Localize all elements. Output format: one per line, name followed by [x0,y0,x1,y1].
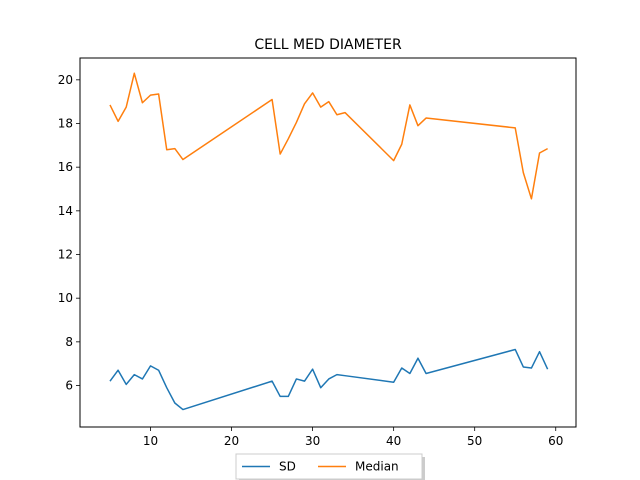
y-tick-label: 14 [58,204,73,218]
x-axis: 10 20 30 40 50 60 [143,427,563,448]
y-tick-label: 6 [65,379,73,393]
legend-label-median: Median [355,460,399,474]
y-tick-label: 18 [58,117,73,131]
x-tick-label: 50 [467,434,482,448]
x-tick-label: 30 [305,434,320,448]
chart-title: CELL MED DIAMETER [254,37,402,53]
y-tick-label: 8 [65,335,73,349]
x-tick-label: 20 [224,434,239,448]
series-line-sd [109,348,549,411]
y-axis: 6 8 10 12 14 16 18 20 [58,73,80,393]
y-tick-label: 12 [58,248,73,262]
x-tick-label: 10 [143,434,158,448]
y-tick-label: 16 [58,160,73,174]
legend: SD Median [235,453,425,480]
x-tick-label: 60 [548,434,563,448]
y-tick-label: 10 [58,291,73,305]
x-tick-label: 40 [386,434,401,448]
plot-frame [79,57,577,428]
y-tick-label: 20 [58,73,73,87]
legend-label-sd: SD [279,460,296,474]
series-line-median [109,72,548,200]
series-layer [109,72,549,411]
